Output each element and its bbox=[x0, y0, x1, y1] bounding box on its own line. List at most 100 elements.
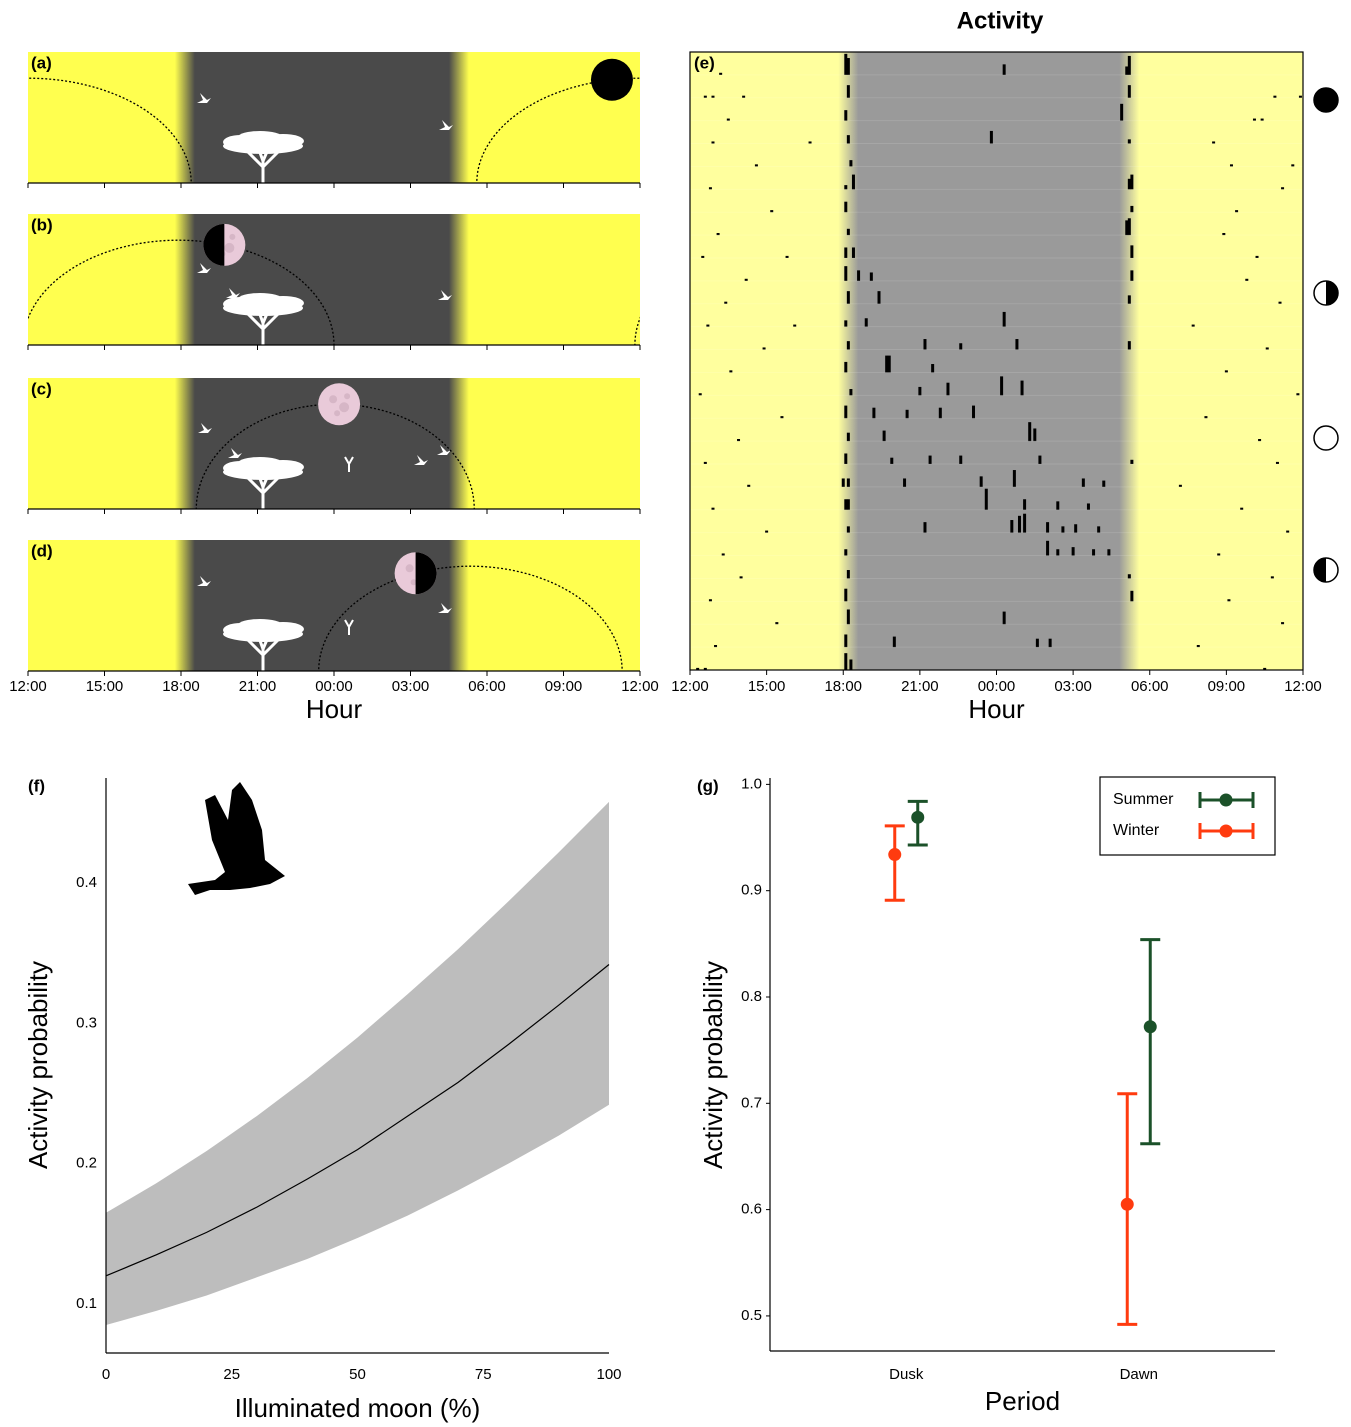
tree-trunk bbox=[245, 308, 281, 345]
moon-shadow bbox=[1326, 281, 1338, 305]
x-tick-label: 12:00 bbox=[671, 678, 709, 695]
activity-bar bbox=[872, 407, 876, 419]
x-tick-label: 12:00 bbox=[9, 678, 47, 695]
activity-bar bbox=[714, 645, 718, 648]
activity-bar bbox=[703, 461, 707, 464]
activity-bar bbox=[1281, 622, 1285, 625]
activity-bar bbox=[846, 499, 850, 510]
activity-bar bbox=[747, 484, 751, 487]
tree-trunk bbox=[245, 634, 281, 671]
y-tick-label: 0.3 bbox=[76, 1014, 97, 1031]
tree-silhouette bbox=[223, 457, 304, 509]
x-tick-label: 06:00 bbox=[468, 678, 506, 695]
activity-bar bbox=[1002, 64, 1006, 75]
activity-bar bbox=[762, 347, 766, 350]
moon-crater bbox=[339, 402, 350, 413]
activity-bar bbox=[785, 255, 789, 258]
activity-bar bbox=[1217, 553, 1221, 556]
activity-bar bbox=[1255, 255, 1259, 258]
y-tick-label: 0.7 bbox=[741, 1094, 762, 1111]
activity-bar bbox=[1224, 370, 1228, 373]
activity-bar bbox=[1017, 515, 1021, 533]
x-tick-label: 50 bbox=[349, 1366, 366, 1383]
activity-bar bbox=[742, 95, 746, 98]
legend-label: Winter bbox=[1113, 822, 1160, 839]
activity-bar bbox=[946, 382, 950, 396]
activity-bar bbox=[1222, 233, 1226, 236]
x-tick-label: 09:00 bbox=[1208, 678, 1246, 695]
bird-silhouette bbox=[188, 782, 285, 895]
activity-bar bbox=[1046, 522, 1050, 533]
activity-bar bbox=[959, 343, 963, 350]
activity-bar bbox=[844, 634, 848, 648]
activity-bar bbox=[844, 53, 848, 75]
activity-bar bbox=[923, 339, 927, 350]
activity-bar bbox=[892, 636, 896, 648]
activity-bar bbox=[1275, 461, 1279, 464]
error-bar bbox=[1140, 938, 1161, 1146]
x-tick-label: 21:00 bbox=[239, 678, 277, 695]
night-shading bbox=[28, 214, 640, 345]
activity-bar bbox=[846, 341, 850, 350]
activity-bar bbox=[793, 324, 797, 327]
activity-bar bbox=[885, 355, 889, 373]
activity-bar bbox=[844, 588, 848, 602]
activity-bar bbox=[724, 301, 728, 304]
activity-bar bbox=[1265, 347, 1269, 350]
activity-bar bbox=[1056, 501, 1060, 510]
activity-bar bbox=[1127, 85, 1131, 98]
x-axis-title: Hour bbox=[968, 694, 1025, 724]
activity-bar bbox=[1130, 459, 1134, 464]
activity-bar bbox=[1258, 439, 1262, 442]
activity-bar bbox=[1227, 599, 1231, 602]
bird-icon bbox=[198, 423, 212, 433]
activity-bar bbox=[754, 164, 758, 167]
moon-shadow bbox=[415, 552, 437, 595]
moon bbox=[1313, 557, 1339, 583]
x-tick-label: 18:00 bbox=[162, 678, 200, 695]
bird-icon bbox=[228, 448, 242, 458]
x-tick-label: 75 bbox=[475, 1366, 492, 1383]
activity-bar bbox=[1000, 376, 1004, 396]
tree-crown bbox=[238, 131, 282, 143]
activity-bar bbox=[846, 478, 850, 487]
moon-crater bbox=[329, 395, 338, 404]
activity-bar bbox=[703, 95, 707, 98]
activity-bar bbox=[846, 526, 850, 533]
activity-bar bbox=[1130, 245, 1134, 258]
point bbox=[1120, 1197, 1134, 1211]
activity-bar bbox=[849, 659, 853, 670]
activity-bar bbox=[841, 478, 845, 487]
activity-bar bbox=[846, 58, 850, 75]
bird-icon bbox=[226, 288, 240, 298]
x-tick-label: 15:00 bbox=[86, 678, 124, 695]
activity-bar bbox=[1281, 187, 1285, 190]
activity-bar bbox=[708, 187, 712, 190]
activity-bar bbox=[1061, 526, 1065, 533]
activity-bar bbox=[711, 507, 715, 510]
activity-bar bbox=[846, 85, 850, 98]
activity-bar bbox=[846, 291, 850, 304]
activity-bar bbox=[1212, 141, 1216, 144]
activity-bar bbox=[1071, 547, 1075, 556]
moon-crater bbox=[224, 242, 235, 253]
activity-bar bbox=[696, 667, 700, 670]
activity-bar bbox=[846, 228, 850, 236]
night-shading bbox=[690, 52, 1303, 670]
activity-bar bbox=[1130, 270, 1134, 281]
activity-bar bbox=[938, 407, 942, 419]
activity-bar bbox=[1092, 549, 1096, 556]
activity-bar bbox=[719, 72, 723, 75]
moon bbox=[1313, 425, 1339, 451]
activity-bar bbox=[1028, 422, 1032, 442]
activity-bar bbox=[1196, 645, 1200, 648]
activity-bar bbox=[708, 599, 712, 602]
activity-bar bbox=[882, 430, 886, 442]
activity-bar bbox=[737, 439, 741, 442]
activity-bar bbox=[984, 488, 988, 510]
activity-bar bbox=[846, 135, 850, 144]
activity-bar bbox=[844, 185, 848, 190]
tree-trunk bbox=[245, 472, 281, 509]
y-tick-label: 0.9 bbox=[741, 882, 762, 899]
activity-bar bbox=[1046, 540, 1050, 556]
